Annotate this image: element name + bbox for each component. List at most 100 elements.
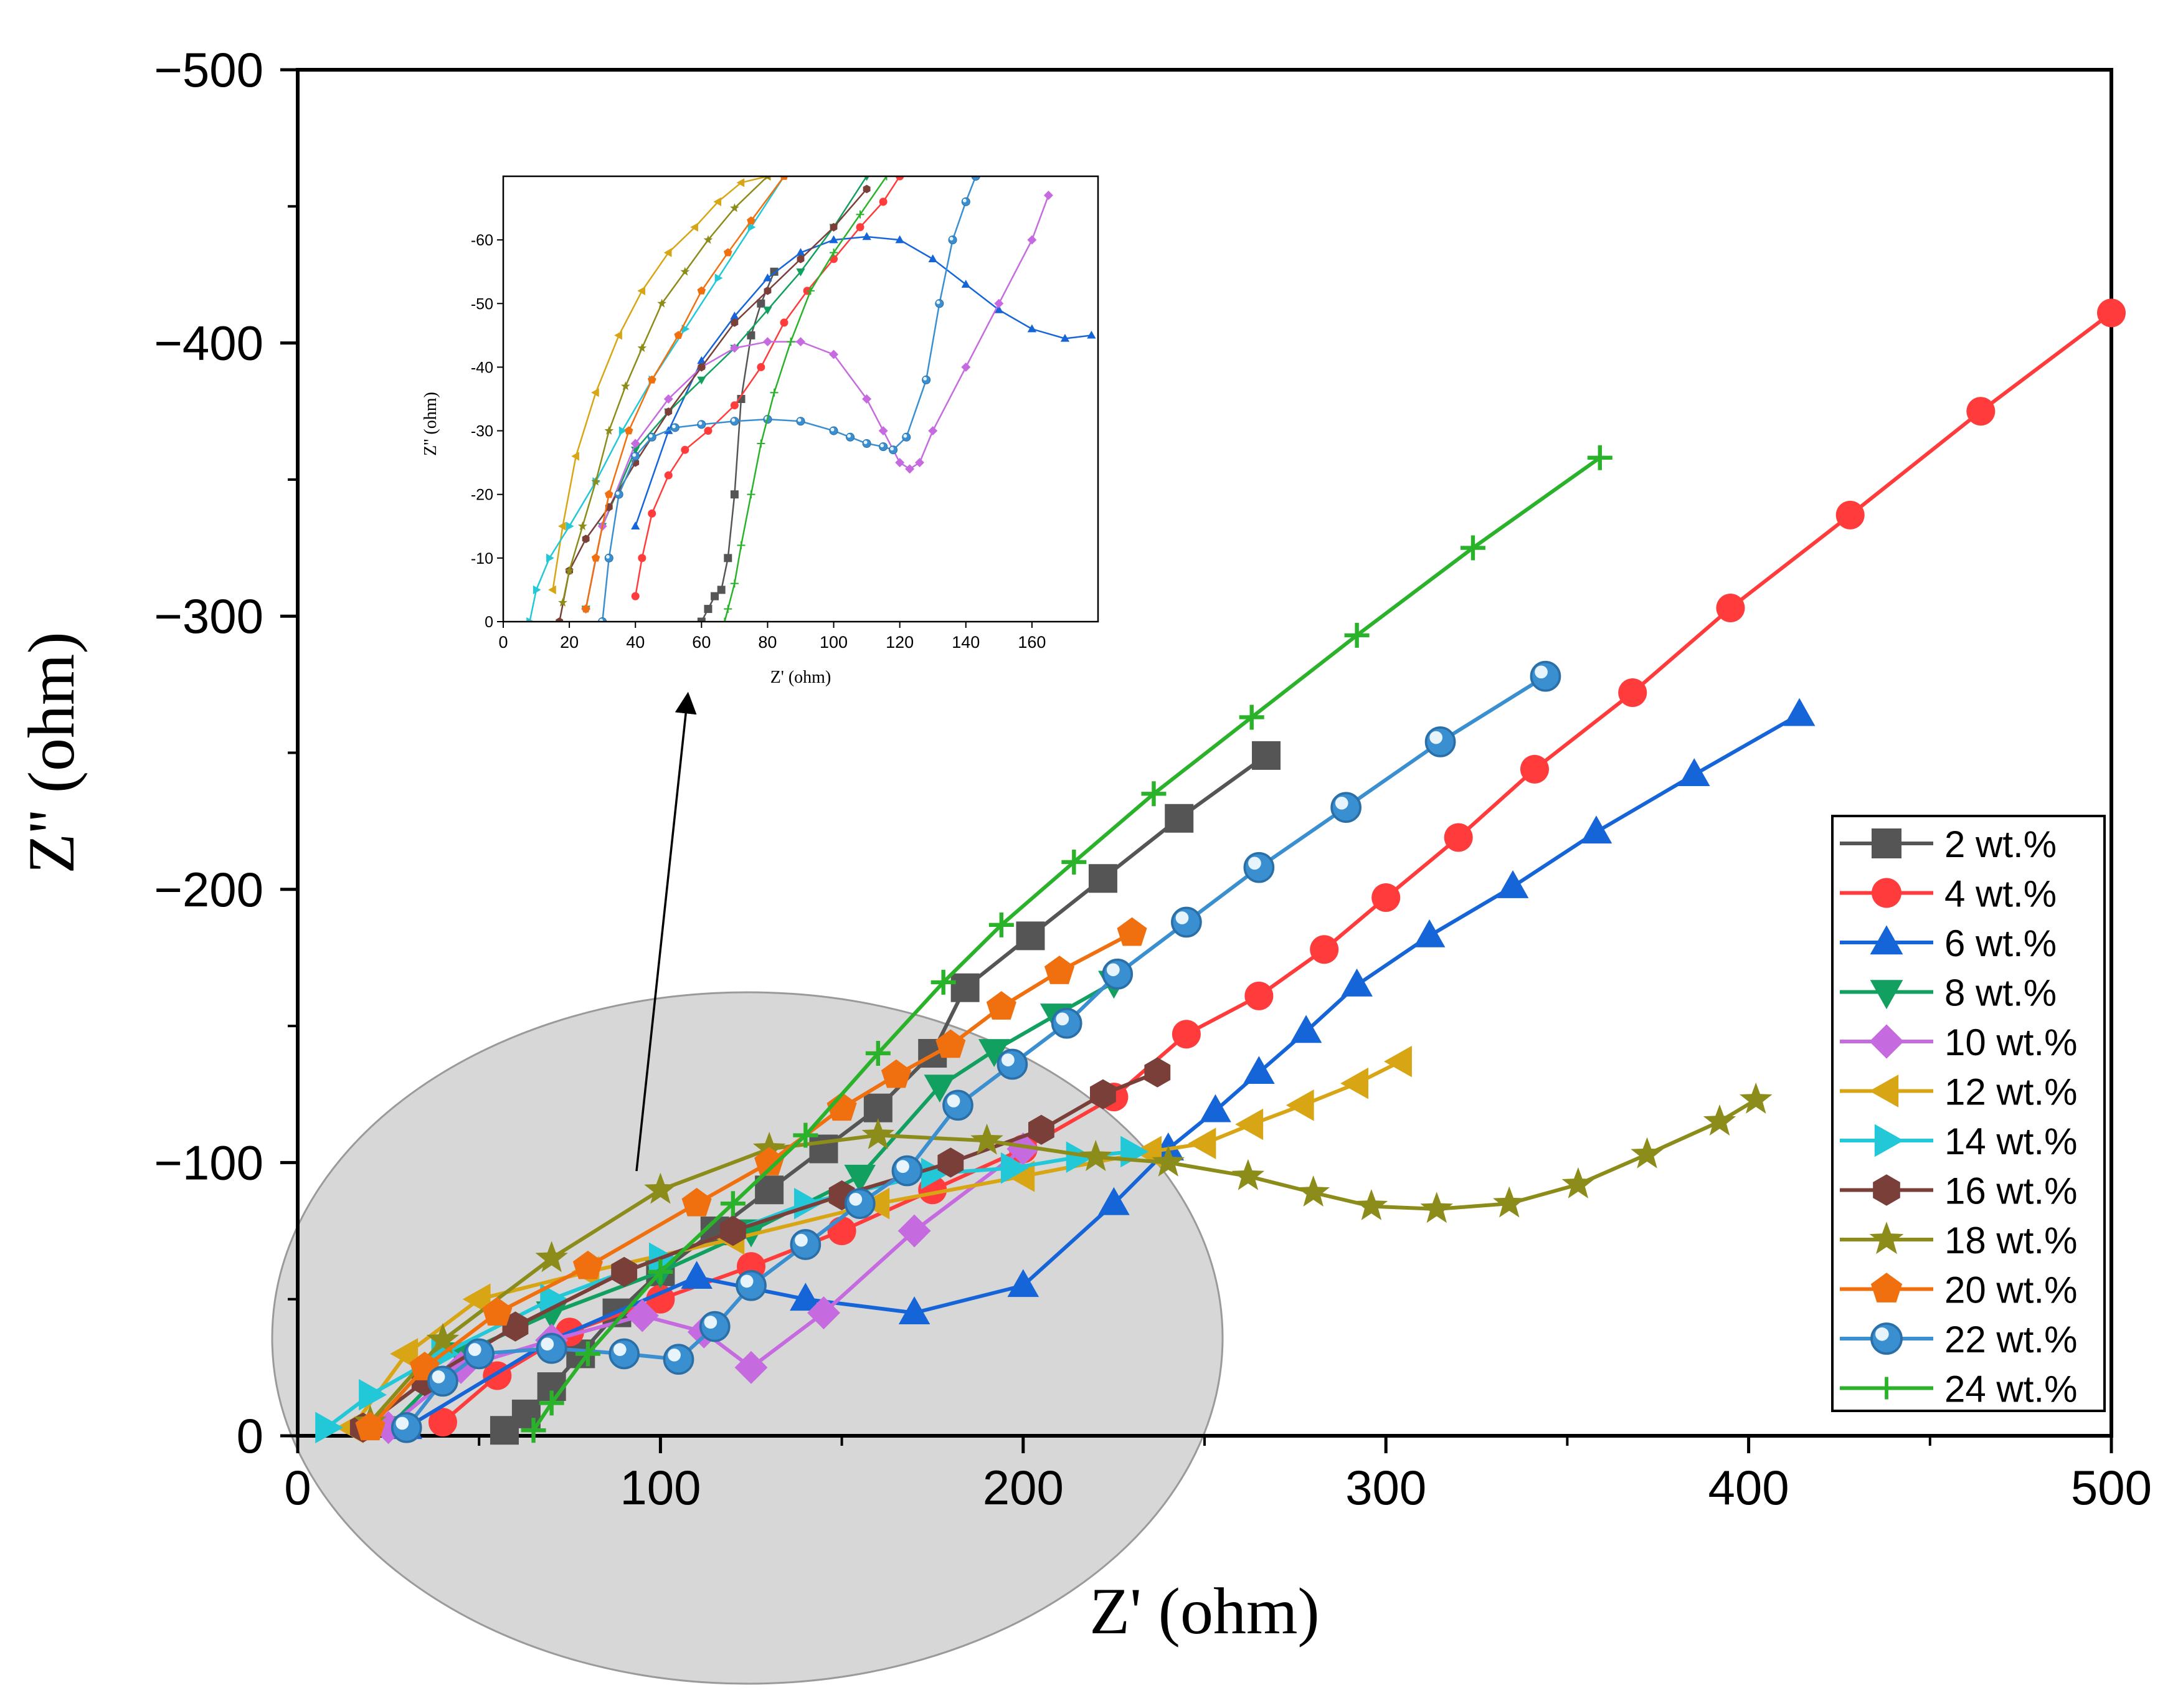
inset-y-tick-label: 0 (485, 614, 493, 631)
inset-series-16-wt (556, 184, 871, 622)
inset-data-point (703, 235, 713, 244)
inset-data-point (928, 426, 938, 436)
legend-marker (1874, 1124, 1904, 1157)
main-data-point-highlight (1535, 665, 1548, 679)
inset-x-tick-label: 120 (886, 633, 914, 652)
main-data-point (1090, 1079, 1116, 1109)
main-data-point (611, 1256, 638, 1287)
inset-data-point-highlight (648, 434, 653, 438)
inset-data-point (796, 268, 805, 277)
inset-x-tick-label: 60 (692, 633, 711, 652)
legend-box (1831, 815, 2106, 1412)
inset-data-point (763, 273, 772, 282)
main-data-point (1631, 1137, 1664, 1169)
main-data-point-highlight (947, 1094, 960, 1108)
legend-marker (1873, 1174, 1900, 1206)
inset-data-point-highlight (672, 424, 676, 429)
main-data-point-highlight (1248, 856, 1261, 870)
inset-data-point-highlight (949, 237, 954, 241)
inset-data-point (697, 286, 706, 295)
inset-series-6-wt (631, 232, 1096, 529)
inset-x-tick-label: 40 (626, 633, 645, 652)
inset-data-point (546, 553, 554, 563)
main-x-tick-label: 400 (1708, 1460, 1789, 1515)
inset-data-point (564, 566, 574, 575)
inset-data-point (697, 617, 706, 622)
main-data-point-highlight (432, 1370, 445, 1383)
legend-entry-10-wt: 10 wt.% (1840, 1022, 2077, 1063)
main-data-point (1098, 1187, 1130, 1215)
main-data-point (1028, 1114, 1054, 1145)
main-data-point (1783, 698, 1816, 726)
inset-data-point (730, 401, 739, 410)
main-data-point (644, 1172, 677, 1204)
main-data-point (881, 1059, 912, 1088)
inset-data-point (994, 305, 1003, 313)
main-data-point (1703, 1104, 1736, 1136)
main-data-point (315, 1411, 344, 1444)
main-data-point-highlight (704, 1316, 717, 1329)
inset-series-4-wt (631, 176, 904, 600)
inset-data-point (856, 223, 864, 232)
main-data-point (924, 1075, 956, 1103)
inset-x-axis-label: Z' (ohm) (770, 668, 831, 687)
main-data-point (930, 969, 956, 995)
main-data-point (1252, 741, 1281, 770)
inset-pointer-arrow (635, 691, 697, 1172)
main-data-point (1244, 981, 1274, 1010)
main-data-point (1580, 815, 1612, 844)
main-y-tick-label: −400 (154, 316, 263, 371)
legend-entry-12-wt: 12 wt.% (1840, 1071, 2077, 1113)
legend-marker-highlight (1875, 1327, 1889, 1341)
inset-data-point-highlight (797, 418, 802, 422)
main-data-point (540, 1283, 569, 1315)
main-series-line (442, 311, 2113, 1424)
legend-marker (1869, 1024, 1904, 1059)
inset-data (526, 176, 1096, 622)
inset-data-point (829, 235, 838, 244)
legend-label: 16 wt.% (1944, 1170, 2077, 1212)
inset-y-tick-label: -10 (471, 550, 493, 567)
inset-data-point (720, 617, 729, 622)
main-data-point-highlight (740, 1274, 754, 1288)
main-data-point (1000, 1152, 1029, 1184)
inset-data-point-highlight (632, 453, 637, 457)
legend-label: 14 wt.% (1944, 1121, 2077, 1162)
inset-data-point (928, 254, 937, 262)
main-data-point (1165, 804, 1194, 833)
main-data-point (719, 1215, 746, 1246)
main-data-point-highlight (613, 1343, 627, 1356)
legend-label: 24 wt.% (1944, 1369, 2077, 1410)
inset-data-point (604, 490, 613, 498)
inset-x-tick-label: 0 (498, 633, 508, 652)
main-data-point (826, 1092, 857, 1121)
inset-data-point-highlight (923, 376, 927, 381)
main-data-point (681, 1261, 713, 1289)
inset-series-line (585, 176, 785, 609)
inset-data-point (730, 490, 739, 499)
main-x-tick-label: 500 (2071, 1460, 2152, 1515)
inset-series-line (558, 188, 868, 622)
inset-data-point (729, 343, 739, 353)
inset-data-point (729, 203, 739, 212)
inset-series-line (724, 176, 888, 622)
inset-data-point (747, 490, 755, 499)
inset-data-point (1060, 333, 1070, 342)
main-data-point (1355, 1188, 1388, 1220)
legend-label: 12 wt.% (1944, 1071, 2077, 1113)
main-data-point (897, 1214, 931, 1248)
inset-data-point (764, 287, 772, 295)
legend-label: 2 wt.% (1944, 823, 2057, 865)
main-data-point-highlight (849, 1192, 863, 1206)
main-data-point (793, 1187, 822, 1220)
main-data-point (844, 1164, 876, 1193)
inset-data-point (533, 585, 541, 595)
main-data-point (754, 1147, 785, 1175)
main-data-point (511, 1399, 541, 1428)
main-x-tick-label: 0 (284, 1460, 311, 1515)
inset-data-point (681, 445, 689, 454)
inset-data-point (882, 176, 891, 181)
main-data-point (1384, 1045, 1412, 1078)
